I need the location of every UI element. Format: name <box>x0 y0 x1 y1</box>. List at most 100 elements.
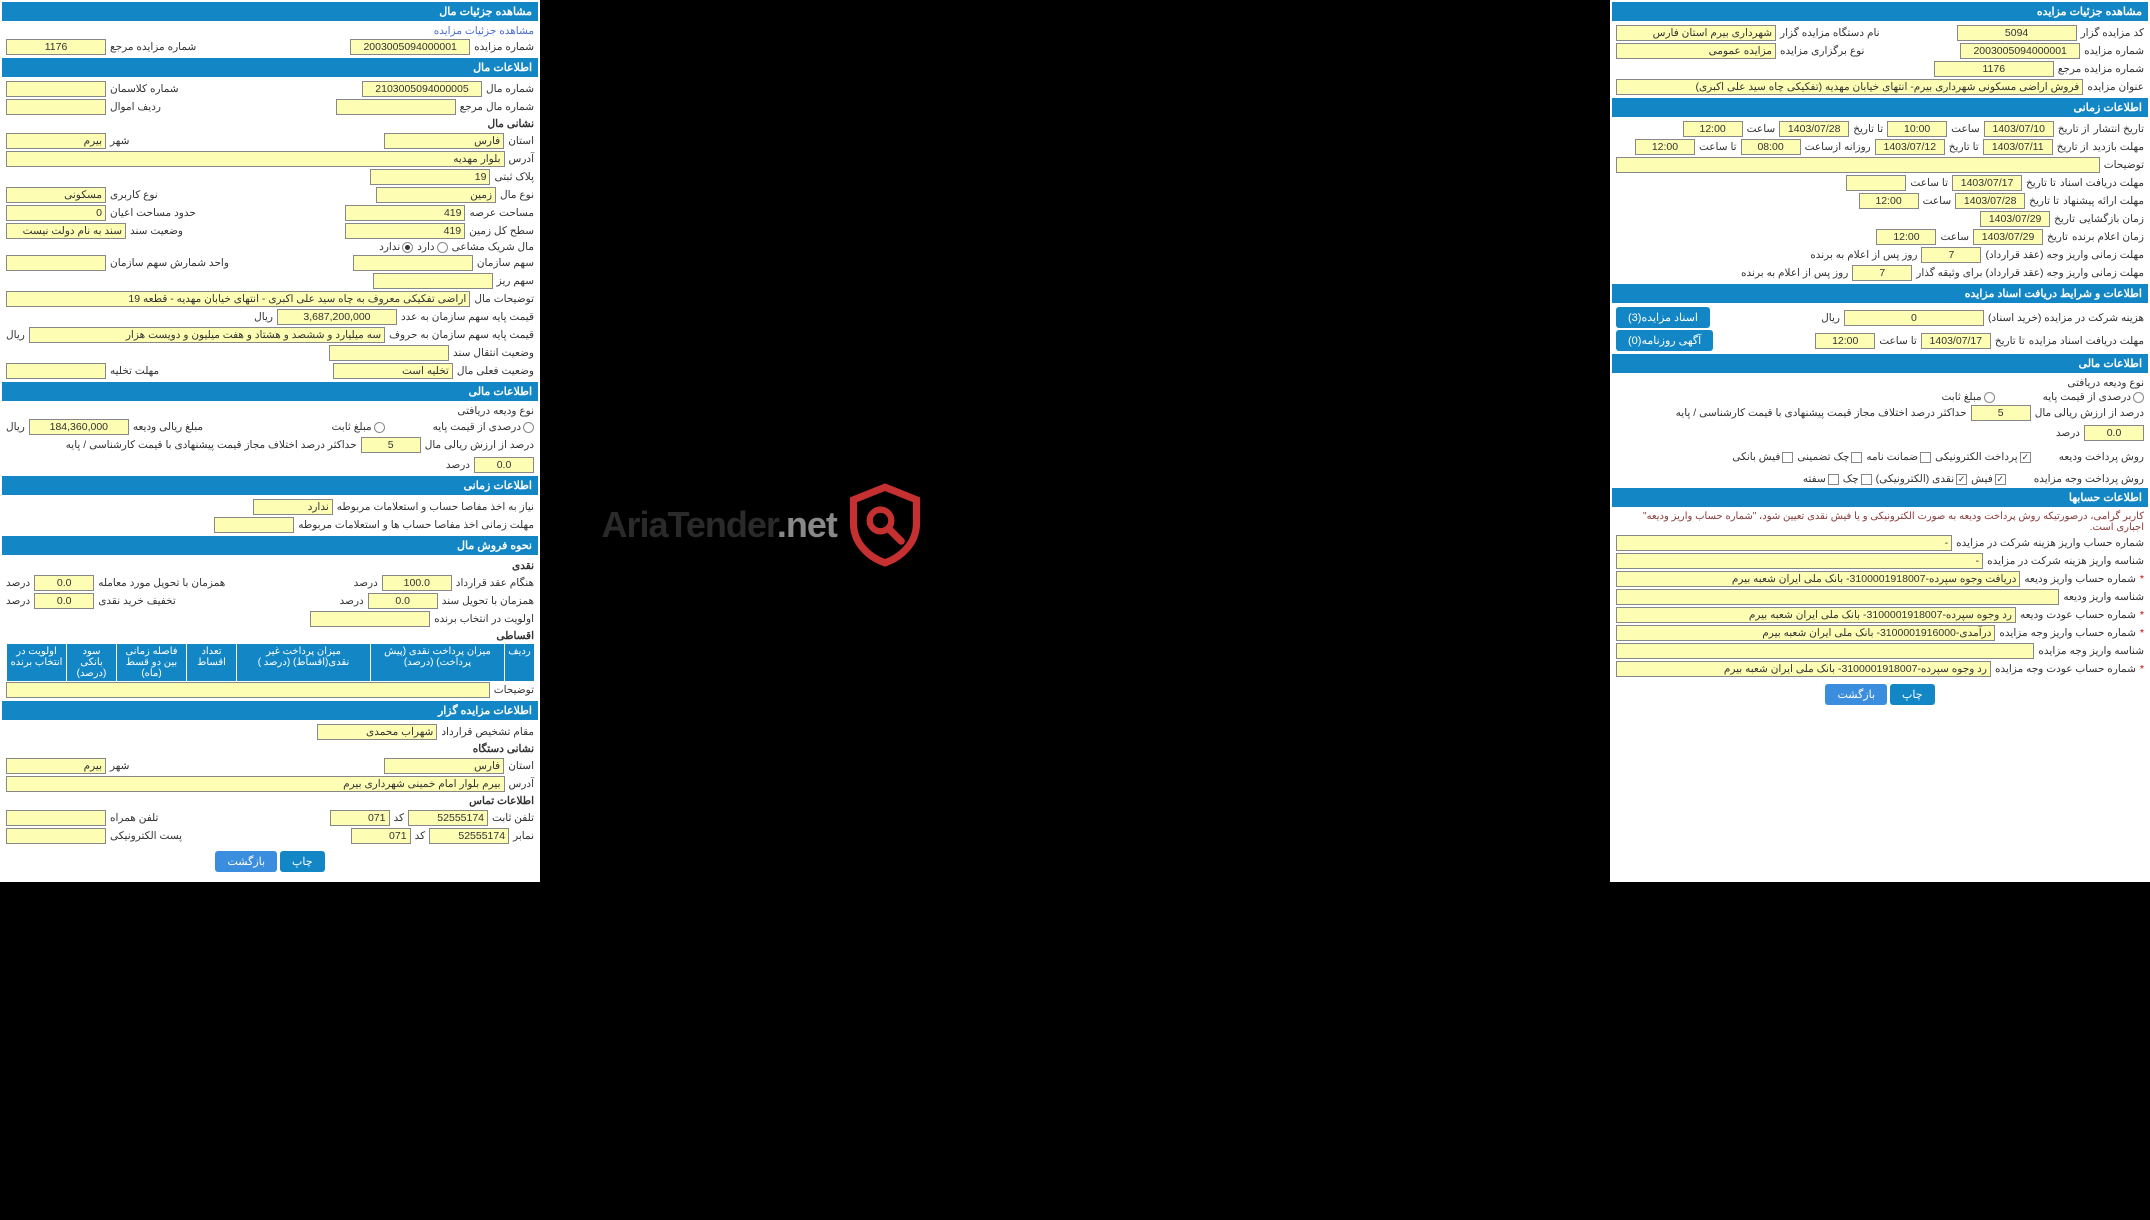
pd-auction-number-label: شماره مزایده <box>474 41 534 53</box>
percent-value-field-r: 5 <box>1971 405 2031 421</box>
back-button-l[interactable]: بازگشت <box>215 851 277 872</box>
cash-electronic-check[interactable]: نقدی (الکترونیکی) <box>1876 473 1967 485</box>
counting-unit-field <box>6 255 106 271</box>
auction-type-field: مزایده عمومی <box>1616 43 1776 59</box>
acc7-field <box>1616 643 2034 659</box>
pay-electronic-check[interactable]: پرداخت الکترونیکی <box>1935 451 2031 463</box>
fax-field: 52555174 <box>429 828 509 844</box>
section-financial-header-l: اطلاعات مالی <box>2 382 538 401</box>
section-doc-conditions-body: هزینه شرکت در مزایده (خرید اسناد) 0 ریال… <box>1612 304 2148 354</box>
proposal-label: مهلت ارائه پیشنهاد <box>2063 195 2144 207</box>
section-doc-conditions-header: اطلاعات و شرایط دریافت اسناد مزایده <box>1612 284 2148 303</box>
guarantee-check-check[interactable]: چک تضمینی <box>1797 451 1862 463</box>
auction-title-label: عنوان مزایده <box>2087 81 2144 93</box>
section-time-body-l: نیاز به اخذ مفاصا حساب و استعلامات مربوط… <box>2 496 538 536</box>
sm-notes-label: توضیحات <box>494 684 534 696</box>
use-type-label: نوع کاربری <box>110 189 158 201</box>
time-notes-field <box>1616 157 2100 173</box>
cash-sub: نقدی <box>6 558 534 574</box>
opening-label: زمان بازگشایی <box>2079 213 2144 225</box>
auction-number-field: 2003005094000001 <box>1960 43 2080 59</box>
section-sale-method-body: نقدی هنگام عقد قرارداد 100.0 درصد همزمان… <box>2 556 538 701</box>
use-type-field: مسکونی <box>6 187 106 203</box>
transfer-status-label: وضعیت انتقال سند <box>453 347 534 359</box>
shared-label: مال شریک مشاعی <box>452 241 534 253</box>
acc7-label: شناسه واریز وجه مزایده <box>2038 645 2144 657</box>
acc8-label: شماره حساب عودت وجه مزایده <box>1995 663 2136 675</box>
org-city-field: بیرم <box>6 758 106 774</box>
accounts-note: کاربر گرامی، درصورتیکه روش پرداخت ودیعه … <box>1616 511 2144 533</box>
amwal-row-label: ردیف اموال <box>110 101 161 113</box>
plate-label: پلاک ثبتی <box>494 171 534 183</box>
property-type-field: زمین <box>376 187 496 203</box>
auction-number-label: شماره مزایده <box>2084 45 2144 57</box>
org-address-label: آدرس <box>509 778 534 790</box>
auction-details-link[interactable]: مشاهده جزئیات مزایده <box>434 25 534 37</box>
section-property-details-body: مشاهده جزئیات مزایده شماره مزایده 200300… <box>2 22 538 58</box>
acc8-field: رد وجوه سپرده-3100001918007- بانک ملی ای… <box>1616 661 1991 677</box>
percent-base-radio-l[interactable]: درصدی از قیمت پایه <box>433 421 534 433</box>
acc1-label: شماره حساب واریز هزینه شرکت در مزایده <box>1956 537 2144 549</box>
base-price-num-field: 3,687,200,000 <box>277 309 397 325</box>
percent-base-radio[interactable]: درصدی از قیمت پایه <box>2043 391 2144 403</box>
auction-title-field: فروش اراضی مسکونی شهرداری بیرم- انتهای خ… <box>1616 79 2083 95</box>
percent-rial-label-l: درصد از ارزش ریالی مال <box>425 439 534 451</box>
fax-code-field: 071 <box>351 828 411 844</box>
winner-time-field: 12:00 <box>1876 229 1936 245</box>
deposit-days-field: 7 <box>1921 247 1981 263</box>
base-price-num-label: قیمت پایه سهم سازمان به عدد <box>401 311 534 323</box>
guarantee-letter-check[interactable]: ضمانت نامه <box>1866 451 1931 463</box>
publish-time-field: 10:00 <box>1887 121 1947 137</box>
property-notes-field: اراضی تفکیکی معروف به چاه سید علی اکبری … <box>6 291 470 307</box>
base-price-words-label: قیمت پایه سهم سازمان به حروف <box>389 329 534 341</box>
has-radio[interactable]: دارد <box>417 241 447 253</box>
deposit-deadline-label: مهلت زمانی واریز وجه (عقد قرارداد) <box>1985 249 2144 261</box>
sub-share-label: سهم ریز <box>497 275 534 287</box>
deposit-guarantor-label: مهلت زمانی واریز وجه (عقد قرارداد) برای … <box>1916 267 2144 279</box>
newspaper-button[interactable]: آگهی روزنامه(0) <box>1616 330 1713 351</box>
address-label: آدرس <box>509 153 534 165</box>
fax-label: نمابر <box>513 830 534 842</box>
gov-status-label: وضعیت سند <box>130 225 183 237</box>
installment-sub: اقساطی <box>6 628 534 644</box>
deposit-method-label: روش پرداخت ودیعه <box>2059 451 2144 463</box>
ref-number-field: 1176 <box>1934 61 2054 77</box>
docs-button[interactable]: اسناد مزایده(3) <box>1616 307 1710 328</box>
max-diff-value-field-l: 0.0 <box>474 457 534 473</box>
org-province-field: فارس <box>384 758 504 774</box>
publish-to-field: 1403/07/28 <box>1779 121 1849 137</box>
gap <box>540 0 1610 882</box>
fish-check[interactable]: فیش <box>1971 473 2006 485</box>
safteh-check[interactable]: سفته <box>1803 473 1839 485</box>
section-accounts-body: کاربر گرامی، درصورتیکه روش پرداخت ودیعه … <box>1612 508 2148 713</box>
section-sale-method-header: نحوه فروش مال <box>2 536 538 555</box>
auction-type-label: نوع برگزاری مزایده <box>1780 45 1864 57</box>
winner-label: زمان اعلام برنده <box>2072 231 2144 243</box>
discount-label: تخفیف خرید نقدی <box>98 595 176 607</box>
area-label: مساحت عرصه <box>469 207 534 219</box>
org-address-field: بیرم بلوار امام خمینی شهرداری بیرم <box>6 776 505 792</box>
bank-slip-check[interactable]: فیش بانکی <box>1732 451 1793 463</box>
print-button-r[interactable]: چاپ <box>1890 684 1935 705</box>
section-financial-body-r: نوع ودیعه دریافتی درصدی از قیمت پایه مبل… <box>1612 374 2148 488</box>
org-city-label: شهر <box>110 760 129 772</box>
phone-label: تلفن ثابت <box>492 812 534 824</box>
acc4-field <box>1616 589 2059 605</box>
current-status-field: تخلیه است <box>333 363 453 379</box>
not-has-radio[interactable]: ندارد <box>379 241 413 253</box>
participation-cost-field: 0 <box>1844 310 1984 326</box>
amwal-row-field <box>6 99 106 115</box>
star-icon: * <box>2140 573 2144 585</box>
fixed-amount-radio[interactable]: مبلغ ثابت <box>1941 391 1994 403</box>
opening-date-field: 1403/07/29 <box>1980 211 2050 227</box>
org-address-sub: نشانی دستگاه <box>6 741 534 757</box>
right-panel: مشاهده جزئیات مزایده کد مزایده گزار 5094… <box>1610 0 2150 882</box>
fixed-amount-radio-l[interactable]: مبلغ ثابت <box>331 421 384 433</box>
print-button-l[interactable]: چاپ <box>280 851 325 872</box>
total-area-field: 419 <box>345 223 465 239</box>
doc-receive-label: مهلت دریافت اسناد <box>2060 177 2144 189</box>
doc-deadline-label: مهلت دریافت اسناد مزایده <box>2029 335 2144 347</box>
section-time-header-l: اطلاعات زمانی <box>2 476 538 495</box>
back-button-r[interactable]: بازگشت <box>1825 684 1887 705</box>
check-check[interactable]: چک <box>1843 473 1872 485</box>
